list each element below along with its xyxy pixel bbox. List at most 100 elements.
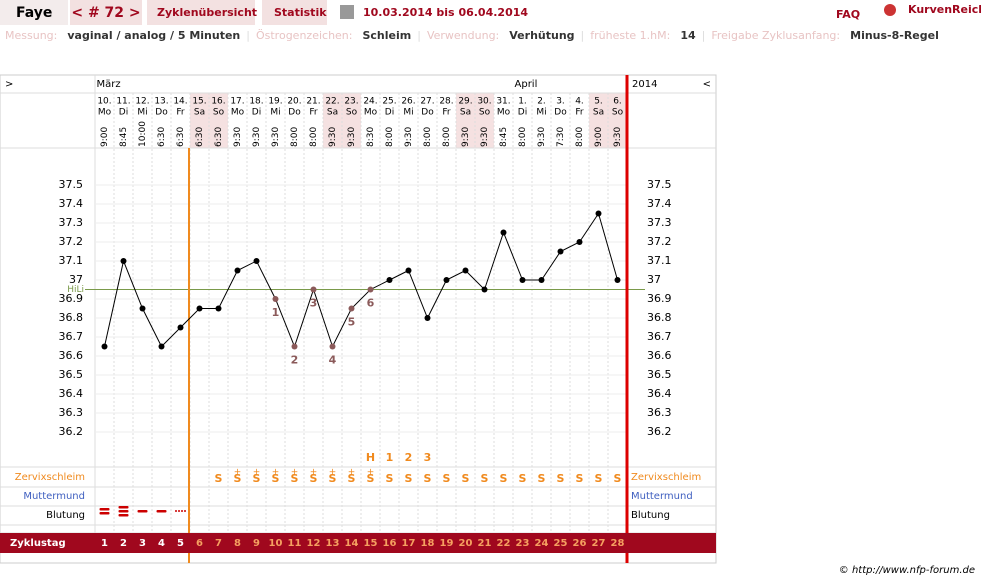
cycle-tab[interactable] bbox=[70, 0, 142, 25]
x-tick-label: 23. bbox=[344, 97, 358, 107]
time: 6:30 bbox=[214, 127, 224, 147]
x-tick-label: 1. bbox=[518, 97, 527, 107]
y-tick-label: 37 bbox=[647, 273, 661, 286]
mucus: S bbox=[481, 472, 489, 485]
data-point bbox=[576, 239, 583, 245]
y-tick-label: 36.2 bbox=[59, 425, 84, 438]
info-value: vaginal / analog / 5 Minuten bbox=[67, 29, 240, 42]
data-point bbox=[519, 277, 526, 283]
x-tick-label: 12. bbox=[135, 97, 149, 107]
weekday: Mi bbox=[536, 108, 546, 118]
time: 8:00 bbox=[423, 127, 433, 147]
cycle-day: 12 bbox=[307, 538, 321, 549]
bleeding-mark bbox=[181, 510, 183, 512]
time: 9:30 bbox=[233, 127, 243, 147]
x-tick-label: 27. bbox=[420, 97, 434, 107]
cycle-day: 14 bbox=[345, 538, 359, 549]
time: 8:30 bbox=[366, 127, 376, 147]
weekday: So bbox=[612, 108, 624, 118]
mucus: S bbox=[462, 472, 470, 485]
x-tick-label: 18. bbox=[249, 97, 263, 107]
time: 10:00 bbox=[138, 121, 148, 147]
tab-label[interactable]: Zyklenübersicht bbox=[157, 6, 257, 19]
x-tick-label: 24. bbox=[363, 97, 377, 107]
y-tick-label: 37.5 bbox=[647, 178, 672, 191]
cycle-day: 2 bbox=[120, 538, 127, 549]
data-point bbox=[272, 296, 279, 302]
y-tick-label: 36.9 bbox=[647, 292, 672, 305]
weekend-shade bbox=[190, 93, 209, 148]
tab[interactable] bbox=[147, 0, 255, 25]
y-tick-label: 36.4 bbox=[59, 387, 84, 400]
mucus-plus: + bbox=[234, 468, 242, 478]
time: 9:30 bbox=[613, 127, 623, 147]
x-tick-label: 26. bbox=[401, 97, 415, 107]
y-tick-label: 37.3 bbox=[59, 216, 84, 229]
data-point bbox=[234, 267, 241, 274]
y-tick-label: 37.1 bbox=[59, 254, 84, 267]
time: 9:30 bbox=[252, 127, 262, 147]
x-tick-label: 30. bbox=[477, 97, 491, 107]
x-tick-label: 19. bbox=[268, 97, 282, 107]
weekday: Sa bbox=[593, 108, 604, 118]
mucus: S bbox=[595, 472, 603, 485]
weekend-shade bbox=[589, 93, 608, 148]
print-icon[interactable] bbox=[340, 5, 354, 19]
y-tick-label: 37.2 bbox=[647, 235, 672, 248]
peak-label: 1 bbox=[386, 451, 394, 464]
cycle-day: 6 bbox=[196, 538, 203, 549]
mucus: S bbox=[443, 472, 451, 485]
x-tick-label: 5. bbox=[594, 97, 603, 107]
mucus: S bbox=[348, 472, 356, 485]
point-label: 4 bbox=[329, 354, 337, 367]
data-point bbox=[614, 277, 621, 283]
y-tick-label: 37.5 bbox=[59, 178, 84, 191]
weekend-shade bbox=[456, 93, 475, 148]
x-tick-label: 21. bbox=[306, 97, 320, 107]
time: 8:00 bbox=[442, 127, 452, 147]
x-tick-label: 4. bbox=[575, 97, 584, 107]
mucus-plus: + bbox=[253, 468, 261, 478]
cycle-day: 1 bbox=[101, 538, 108, 549]
info-label: früheste 1.hM: bbox=[590, 29, 670, 42]
mucus: S bbox=[576, 472, 584, 485]
faq-link[interactable]: FAQ bbox=[836, 8, 860, 21]
y-tick-label: 36.7 bbox=[647, 330, 672, 343]
brand[interactable]: KurvenReich bbox=[908, 3, 981, 16]
cycle-day: 11 bbox=[288, 538, 302, 549]
data-point bbox=[500, 229, 507, 236]
point-label: 6 bbox=[367, 297, 375, 310]
data-point bbox=[139, 305, 146, 312]
cycle-day: 15 bbox=[364, 538, 378, 549]
cycle-number[interactable]: < # 72 > bbox=[71, 5, 140, 21]
tab[interactable] bbox=[262, 0, 327, 25]
y-tick-label: 36.5 bbox=[647, 368, 672, 381]
mucus: S bbox=[310, 472, 318, 485]
time: 8:00 bbox=[309, 127, 319, 147]
mucus-plus: + bbox=[291, 468, 299, 478]
cycle-day: 19 bbox=[440, 538, 454, 549]
weekday: Di bbox=[518, 108, 527, 118]
time: 9:30 bbox=[537, 127, 547, 147]
info-label: Östrogenzeichen: bbox=[256, 29, 353, 42]
mucus: S bbox=[500, 472, 508, 485]
cycle-day: 16 bbox=[383, 538, 397, 549]
mucus: S bbox=[386, 472, 394, 485]
nav-prev[interactable]: > bbox=[5, 79, 13, 90]
bleeding-mark bbox=[184, 510, 186, 512]
data-point bbox=[424, 315, 431, 321]
time: 6:30 bbox=[157, 127, 167, 147]
weekend-shade bbox=[475, 93, 494, 148]
cycle-day: 26 bbox=[573, 538, 587, 549]
data-point bbox=[481, 286, 488, 293]
tab-label[interactable]: Statistik bbox=[274, 6, 327, 19]
data-point bbox=[253, 258, 260, 264]
time: 9:00 bbox=[594, 127, 604, 147]
nav-next[interactable]: < bbox=[703, 79, 711, 90]
info-value: Minus-8-Regel bbox=[850, 29, 939, 42]
point-label: 5 bbox=[348, 316, 356, 329]
mucus-plus: + bbox=[272, 468, 280, 478]
data-point bbox=[538, 277, 545, 283]
mucus: S bbox=[424, 472, 432, 485]
